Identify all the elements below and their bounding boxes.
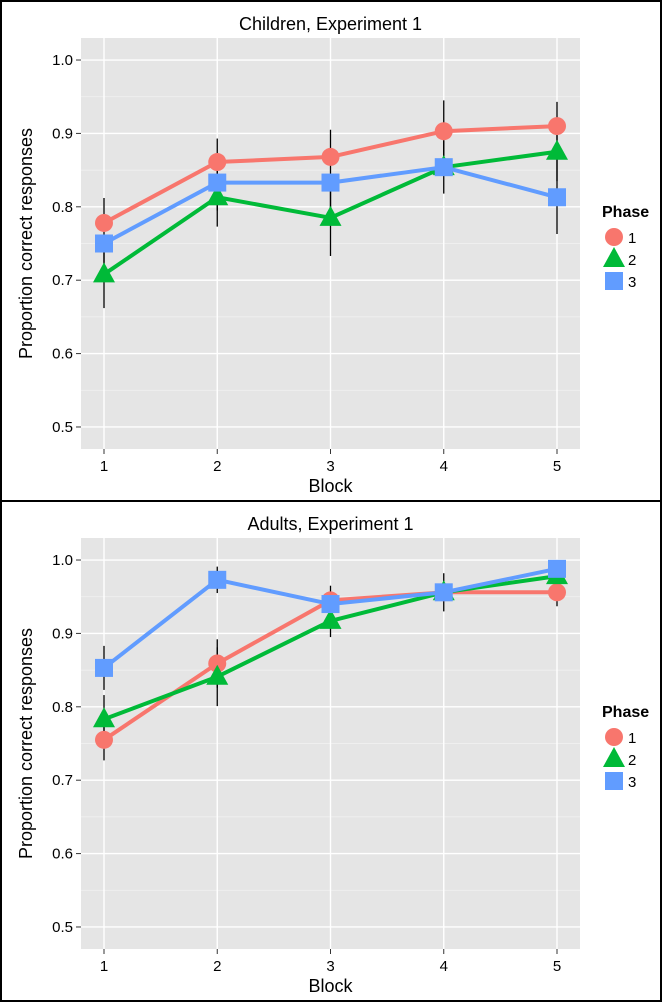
data-point	[93, 707, 115, 728]
x-tick-label: 2	[213, 958, 221, 975]
series-3-markers	[95, 158, 566, 253]
chart-frame-children: 0.5 0.6 0.7 0.8 0.9 1.0 1 2 3 4 5 Children, Experim…	[0, 0, 662, 502]
data-point	[208, 570, 227, 589]
y-tick-label: 0.5	[52, 919, 73, 936]
y-axis-label: Proportion correct responses	[16, 128, 36, 359]
data-point	[206, 185, 229, 206]
legend-label: 2	[628, 252, 636, 269]
x-axis-label: Block	[308, 976, 353, 996]
data-point	[95, 658, 113, 677]
x-tick-label: 5	[553, 458, 561, 475]
data-point	[548, 583, 566, 602]
data-point	[206, 664, 229, 685]
x-tick-label: 1	[100, 458, 108, 475]
x-axis-label: Block	[308, 476, 353, 496]
y-tick-label: 0.5	[52, 419, 73, 436]
y-tick-label: 0.6	[52, 846, 73, 863]
legend-key	[605, 772, 623, 790]
data-point	[93, 262, 115, 283]
chart-children: 0.5 0.6 0.7 0.8 0.9 1.0 1 2 3 4 5 Children, Experim…	[16, 14, 649, 496]
data-point	[95, 730, 113, 749]
series-1-markers	[95, 117, 566, 232]
x-tick-label: 4	[440, 458, 448, 475]
data-point	[548, 117, 566, 136]
data-point	[319, 205, 342, 226]
legend-label: 3	[628, 774, 636, 791]
y-axis-label: Proportion correct responses	[16, 628, 36, 859]
data-point	[548, 559, 566, 578]
chart-title: Adults, Experiment 1	[247, 514, 413, 534]
legend-label: 1	[628, 230, 636, 247]
chart-frame-adults: 0.5 0.6 0.7 0.8 0.9 1.0 1 2 3 4 5 Adults, Experimen…	[0, 500, 662, 1002]
data-point	[208, 654, 227, 673]
y-tick-label: 0.8	[52, 699, 73, 716]
data-point	[95, 234, 113, 253]
series-3-markers	[95, 559, 566, 677]
legend-label: 3	[628, 274, 636, 291]
y-tick-label: 0.9	[52, 625, 73, 642]
y-tick-label: 0.7	[52, 272, 73, 289]
data-point	[321, 173, 340, 192]
legend: Phase 1 2 3	[602, 204, 649, 291]
legend-key	[603, 247, 625, 267]
y-tick-label: 0.9	[52, 125, 73, 142]
legend-label: 2	[628, 752, 636, 769]
legend-key	[605, 228, 623, 246]
data-point	[434, 122, 453, 141]
legend-key	[605, 728, 623, 746]
legend: Phase 1 2 3	[602, 704, 649, 791]
x-tick-label: 2	[213, 458, 221, 475]
x-tick-label: 3	[326, 958, 334, 975]
y-tick-label: 1.0	[52, 552, 73, 569]
legend-label: 1	[628, 730, 636, 747]
data-point	[321, 147, 340, 166]
y-tick-label: 0.8	[52, 199, 73, 216]
y-tick-label: 0.7	[52, 772, 73, 789]
data-point	[546, 139, 568, 160]
x-tick-label: 3	[326, 458, 334, 475]
y-tick-label: 0.6	[52, 346, 73, 363]
data-point	[434, 158, 453, 177]
data-point	[548, 188, 566, 207]
x-tick-label: 5	[553, 958, 561, 975]
x-tick-label: 4	[440, 958, 448, 975]
y-tick-label: 1.0	[52, 52, 73, 69]
x-tick-label: 1	[100, 958, 108, 975]
chart-title: Children, Experiment 1	[239, 14, 422, 34]
legend-title: Phase	[602, 704, 649, 721]
legend-title: Phase	[602, 204, 649, 221]
data-point	[321, 595, 340, 614]
legend-key	[603, 747, 625, 767]
data-point	[434, 583, 453, 602]
data-point	[208, 173, 227, 192]
legend-key	[605, 272, 623, 290]
chart-adults: 0.5 0.6 0.7 0.8 0.9 1.0 1 2 3 4 5 Adults, Experimen…	[16, 514, 649, 996]
data-point	[319, 608, 342, 629]
data-point	[208, 153, 227, 172]
data-point	[95, 213, 113, 232]
